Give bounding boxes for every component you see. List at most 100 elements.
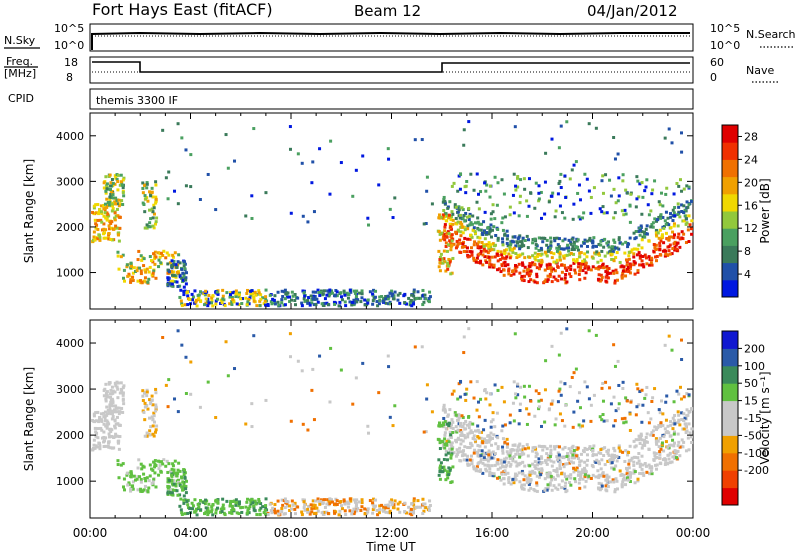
scatter-cell xyxy=(565,120,569,124)
scatter-cell xyxy=(607,475,611,479)
scatter-cell xyxy=(117,204,121,208)
scatter-cell xyxy=(503,469,507,473)
scatter-cell xyxy=(143,226,147,230)
scatter-cell xyxy=(116,422,120,426)
scatter-cell xyxy=(167,253,171,257)
scatter-cell xyxy=(497,475,501,479)
scatter-cell xyxy=(328,497,332,501)
scatter-cell xyxy=(496,436,500,440)
scatter-cell xyxy=(508,246,512,250)
scatter-cell xyxy=(664,431,668,435)
scatter-cell xyxy=(581,424,585,428)
scatter-cell xyxy=(355,295,359,299)
scatter-cell xyxy=(502,460,506,464)
scatter-cell xyxy=(640,263,644,267)
scatter-cell xyxy=(457,416,461,420)
scatter-cell xyxy=(113,201,117,205)
scatter-cell xyxy=(114,422,118,426)
scatter-cell xyxy=(109,237,113,241)
scatter-cell xyxy=(448,468,452,472)
scatter-cell xyxy=(449,426,453,430)
scatter-cell xyxy=(666,424,670,428)
scatter-cell xyxy=(675,450,679,454)
scatter-cell xyxy=(206,299,210,303)
scatter-cell xyxy=(456,242,460,246)
scatter-cell xyxy=(174,471,178,475)
scatter-cell xyxy=(170,467,174,471)
scatter-cell xyxy=(565,489,569,493)
scatter-cell xyxy=(683,416,687,420)
scatter-cell xyxy=(398,500,402,504)
scatter-cell xyxy=(398,291,402,295)
scatter-cell xyxy=(197,505,201,509)
scatter-cell xyxy=(438,477,442,481)
scatter-cell xyxy=(528,255,532,259)
scatter-cell xyxy=(444,241,448,245)
scatter-cell xyxy=(520,274,524,278)
scatter-cell xyxy=(495,252,499,256)
scatter-cell xyxy=(589,195,593,199)
scatter-cell xyxy=(182,290,186,294)
scatter-cell xyxy=(91,210,95,214)
scatter-cell xyxy=(585,463,589,467)
scatter-cell xyxy=(500,256,504,260)
scatter-cell xyxy=(311,294,315,298)
scatter-cell xyxy=(116,463,120,467)
scatter-cell xyxy=(175,474,179,478)
scatter-cell xyxy=(520,240,524,244)
scatter-cell xyxy=(139,272,143,276)
scatter-cell xyxy=(153,222,157,226)
scatter-cell xyxy=(108,428,112,432)
scatter-cell xyxy=(589,419,593,423)
scatter-cell xyxy=(322,510,326,514)
scatter-cell xyxy=(667,334,671,338)
scatter-cell xyxy=(93,218,97,222)
scatter-cell xyxy=(291,294,295,298)
scatter-cell xyxy=(567,249,571,253)
scatter-cell xyxy=(373,504,377,508)
scatter-cell xyxy=(230,504,234,508)
scatter-cell xyxy=(672,224,676,228)
scatter-cell xyxy=(643,235,647,239)
scatter-cell xyxy=(482,220,486,224)
scatter-cell xyxy=(605,271,609,275)
scatter-cell xyxy=(636,247,640,251)
scatter-cell xyxy=(514,452,518,456)
scatter-cell xyxy=(229,501,233,505)
scatter-cell xyxy=(301,289,305,293)
scatter-cell xyxy=(174,263,178,267)
scatter-cell xyxy=(654,437,658,441)
scatter-cell xyxy=(183,303,187,307)
scatter-cell xyxy=(569,473,573,477)
scatter-cell xyxy=(484,249,488,253)
scatter-cell xyxy=(690,441,694,445)
scatter-cell xyxy=(330,291,334,295)
scatter-cell xyxy=(438,269,442,273)
scatter-cell xyxy=(534,466,538,470)
scatter-cell xyxy=(172,273,176,277)
scatter-cell xyxy=(565,477,569,481)
scatter-cell xyxy=(117,412,121,416)
scatter-cell xyxy=(665,394,669,398)
scatter-cell xyxy=(214,511,218,515)
scatter-cell xyxy=(484,259,488,263)
scatter-cell xyxy=(113,409,117,413)
scatter-cell xyxy=(118,391,122,395)
cpid-value: themis 3300 IF xyxy=(96,94,178,107)
scatter-cell xyxy=(644,393,648,397)
scatter-cell xyxy=(454,425,458,429)
scatter-cell xyxy=(276,499,280,503)
scatter-cell xyxy=(591,256,595,260)
scatter-cell xyxy=(640,454,644,458)
scatter-cell xyxy=(487,241,491,245)
scatter-cell xyxy=(516,174,520,178)
scatter-cell xyxy=(343,300,347,304)
scatter-cell xyxy=(215,499,219,503)
scatter-cell xyxy=(562,263,566,267)
scatter-cell xyxy=(150,186,154,190)
scatter-cell xyxy=(211,304,215,308)
scatter-cell xyxy=(127,481,131,485)
scatter-cell xyxy=(572,451,576,455)
scatter-cell xyxy=(177,480,181,484)
scatter-cell xyxy=(115,406,119,410)
